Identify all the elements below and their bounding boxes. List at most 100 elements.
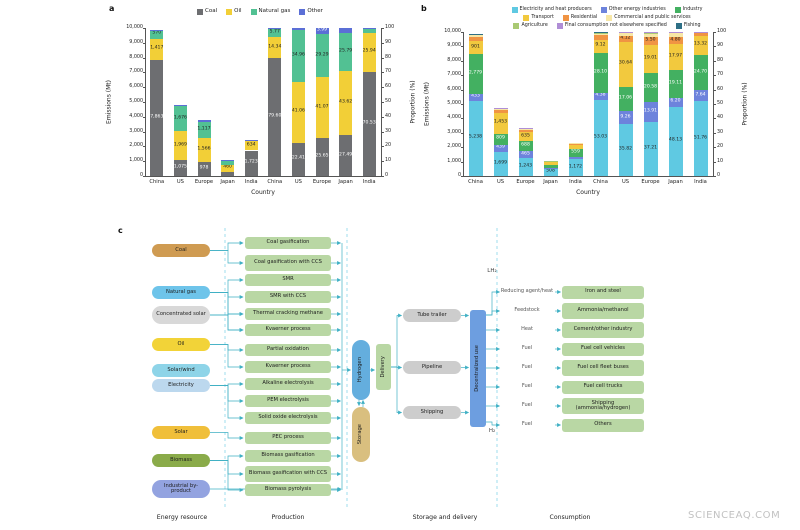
bar-segment-coal: 27.49: [339, 135, 352, 176]
legend-swatch-icon: [675, 22, 682, 29]
bar-segment-industry: 559: [568, 148, 583, 157]
bar-value-label: 41.06: [291, 109, 305, 115]
y-tick-label-right: 80: [717, 57, 724, 63]
y-tick-label-right: 50: [385, 99, 392, 104]
production-kvaerner-process-7: Kvaerner process: [245, 361, 331, 373]
resource-electricity: Electricity: [152, 379, 210, 392]
x-tick-label: China: [149, 179, 165, 185]
bar-segment-electricity-and-heat-producers: 48.13: [668, 106, 683, 176]
x-tick-label: India: [569, 179, 582, 185]
bar-segment-transport: 17.97: [668, 44, 683, 71]
y-tick-label-left: 7,000: [129, 69, 143, 75]
bar-value-label: 1,453: [493, 119, 508, 125]
legend-label: Final consumption not elsewhere specifie…: [564, 23, 667, 28]
bar-value-label: 17.97: [668, 54, 683, 59]
bar-value-label: 51.76: [693, 135, 708, 141]
bar-segment-commercial-and-public-services: [593, 33, 608, 35]
bar-value-label: 48.13: [668, 138, 683, 144]
bar-segment-residential: [568, 143, 583, 145]
bar-value-label: 688: [521, 143, 530, 149]
x-tick-label: Europe: [194, 179, 214, 185]
y-tick-label-left: 1,000: [447, 158, 461, 164]
flow-nodes: Coal Natural gas Concentrated solar Oil Sola…: [100, 222, 700, 527]
legend-label: Other energy industries: [608, 7, 666, 12]
x-tick-label: US: [176, 179, 184, 185]
legend-item-final-consumption-not-elsewhere-specified: Final consumption not elsewhere specifie…: [556, 22, 667, 29]
production-partial-oxidation-6: Partial oxidation: [245, 344, 331, 356]
bar-segment-oil: 634: [244, 141, 258, 151]
vertical-label: Decentralized use: [474, 345, 481, 392]
resource-oil: Oil: [152, 338, 210, 351]
legend-item-electricity-and-heat-producers: Electricity and heat producers: [511, 6, 592, 13]
bar-value-label: 20.58: [643, 84, 658, 90]
y-tick-right: [714, 176, 716, 177]
y-tick-right: [382, 146, 384, 148]
y-axis-right: [381, 28, 382, 176]
x-tick-label: China: [468, 179, 483, 185]
bar-segment-transport: [543, 162, 558, 165]
bar-segment-oil: 43.62: [339, 70, 352, 136]
bar-segment-industry: [543, 164, 558, 168]
legend-row: Electricity and heat producers Other ener…: [437, 6, 777, 13]
legend-item-oil: Oil: [226, 8, 242, 15]
legend-label: Other: [307, 8, 323, 14]
bar-value-label: 1,699: [493, 160, 508, 166]
bar-segment-natural-gas: 25.79: [339, 32, 352, 71]
y-tick-left: [461, 32, 463, 33]
resource-solar-wind: Solar/wind: [152, 364, 210, 377]
column-caption-consumption: Consumption: [549, 514, 591, 521]
legend-row: Transport Residential Commercial and publi…: [437, 14, 777, 21]
transport-mode-shipping: Shipping: [403, 406, 461, 419]
legend-swatch-icon: [513, 22, 520, 29]
transport-mode-pipeline: Pipeline: [403, 361, 461, 374]
bar-segment-coal: 70.53: [363, 71, 376, 176]
lh2-label: LH₂: [487, 268, 497, 274]
bar-value-label: 460: [223, 164, 232, 170]
legend-swatch-icon: [600, 6, 607, 13]
y-tick-left: [461, 89, 463, 91]
bar-value-label: 634: [246, 142, 256, 148]
consumption-input-feedstock-1: Feedstock: [514, 307, 540, 314]
consumption-input-fuel-3: Fuel: [521, 345, 533, 352]
y-axis-title-left: Emissions (Mt): [423, 82, 431, 126]
y-tick-left: [461, 147, 463, 149]
y-axis-left: [145, 28, 146, 176]
legend-swatch-icon: [197, 8, 204, 15]
consumption-input-heat-2: Heat: [521, 326, 533, 333]
y-tick-label-left: 2,000: [447, 144, 461, 150]
storage-node: Storage: [352, 407, 370, 462]
bar-value-label: 29.29: [315, 52, 329, 58]
hydrogen-node: Hydrogen: [352, 340, 370, 400]
y-tick-label-right: 20: [385, 143, 392, 149]
legend-swatch-icon: [606, 14, 613, 21]
bar-value-label: 53.03: [593, 134, 608, 140]
bar-segment-other: [173, 105, 187, 107]
x-tick-label: Japan: [220, 179, 235, 185]
legend-swatch-icon: [511, 6, 518, 13]
y-tick-left: [461, 118, 463, 120]
bar-segment-transport: 30.64: [618, 42, 633, 87]
bar-segment-natural-gas: [362, 28, 376, 34]
legend-item-agriculture: Agriculture: [513, 22, 548, 29]
x-tick-label: India: [244, 179, 258, 185]
legend-swatch-icon: [299, 8, 306, 15]
vertical-label: Storage: [357, 424, 364, 445]
bar-segment-residential: [693, 33, 708, 36]
production-biomass-gasification-12: Biomass gasification: [245, 450, 331, 462]
y-tick-label-right: 60: [385, 84, 392, 90]
vertical-label: Hydrogen: [357, 357, 364, 383]
bar-value-label: 1,723: [244, 159, 258, 165]
column-caption-energy-resource: Energy resource: [156, 514, 208, 521]
bar-value-label: 7.64: [695, 92, 706, 98]
legend-item-other-energy-industries: Other energy industries: [600, 6, 666, 13]
bar-segment-other: [197, 119, 211, 122]
bar-segment-commercial-and-public-services: [693, 32, 708, 34]
x-tick-label: Europe: [312, 179, 332, 185]
bar-segment-oil: 14.34: [268, 36, 281, 59]
bar-segment-industry: 20.58: [643, 72, 658, 103]
bar-segment-coal: 1,075: [174, 160, 187, 176]
y-tick-left: [143, 72, 145, 74]
bar-segment-residential: [493, 109, 508, 113]
y-tick-label-right: 0: [717, 173, 721, 178]
bar-segment-oil: 1,417: [150, 38, 163, 60]
